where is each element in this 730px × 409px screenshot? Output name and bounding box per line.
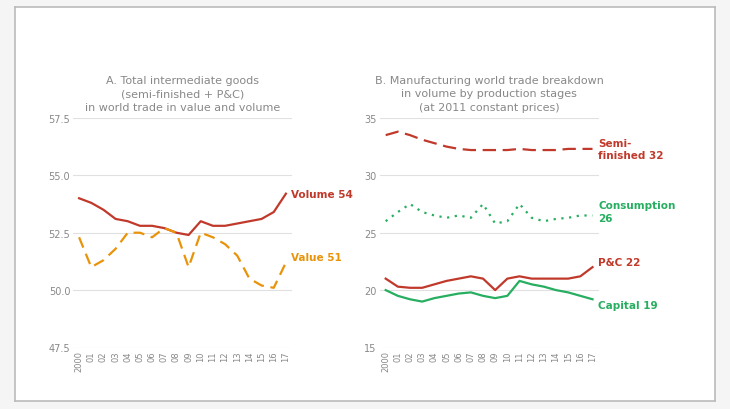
Text: Volume 54: Volume 54 [291,189,353,199]
Text: Semi-
finished 32: Semi- finished 32 [598,138,664,161]
Title: A. Total intermediate goods
(semi-finished + P&C)
in world trade in value and vo: A. Total intermediate goods (semi-finish… [85,76,280,112]
Text: Consumption
26: Consumption 26 [598,201,675,223]
Text: Capital 19: Capital 19 [598,300,658,310]
Title: B. Manufacturing world trade breakdown
in volume by production stages
(at 2011 c: B. Manufacturing world trade breakdown i… [374,76,604,112]
Text: P&C 22: P&C 22 [598,257,640,267]
Text: Value 51: Value 51 [291,252,342,262]
